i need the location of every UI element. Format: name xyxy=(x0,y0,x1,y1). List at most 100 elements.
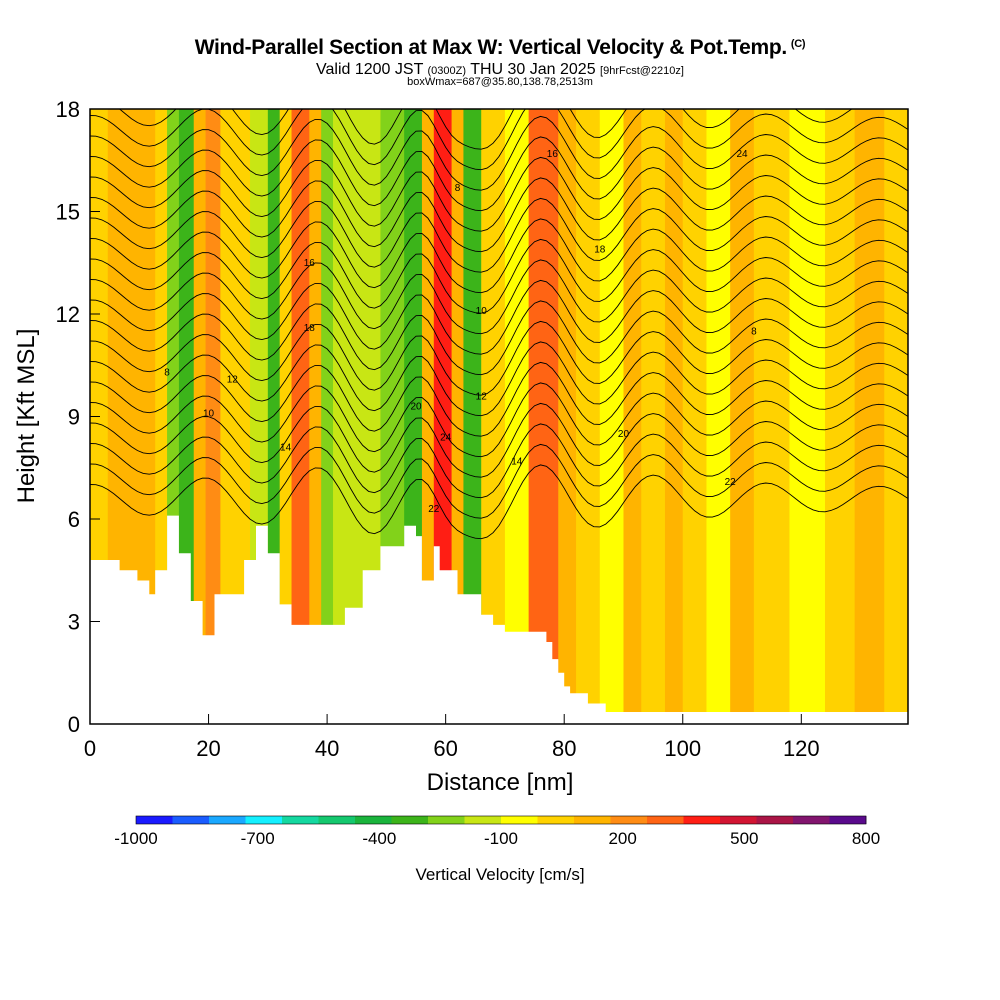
colorbar-swatch-13 xyxy=(610,816,648,824)
field-band-28 xyxy=(623,109,642,724)
colorbar-swatch-2 xyxy=(209,816,246,824)
theta-contour-5 xyxy=(90,361,908,437)
colorbar-swatch-4 xyxy=(282,816,319,824)
colorbar-frame xyxy=(135,815,867,825)
y-tick-label-2: 6 xyxy=(68,507,80,532)
theta-contour-12 xyxy=(90,218,908,294)
contour-label-14: 18 xyxy=(594,245,606,256)
colorbar-swatch-19 xyxy=(829,816,867,824)
theta-contour-14 xyxy=(90,177,908,253)
y-tick-label-5: 15 xyxy=(56,200,80,225)
contour-label-5: 18 xyxy=(304,323,316,334)
contour-label-16: 22 xyxy=(725,477,737,488)
x-tick-label-0: 0 xyxy=(84,736,96,761)
field-band-13 xyxy=(321,109,334,724)
contour-label-4: 16 xyxy=(304,258,316,269)
colorbar-swatch-18 xyxy=(793,816,830,824)
y-tick-label-6: 18 xyxy=(56,97,80,122)
colorbar-swatch-16 xyxy=(720,816,757,824)
valid-utc: (0300Z) xyxy=(427,65,467,77)
x-tick-label-2: 40 xyxy=(315,736,339,761)
contour-labels: 8 10 12 14 16 18 20 22 24 8 10 12 14 16 18 20 22 24 8 xyxy=(164,149,757,515)
colorbar-swatch-9 xyxy=(464,816,502,824)
contour-label-9: 8 xyxy=(455,183,461,194)
valid-time-line: Valid 1200 JST (0300Z) THU 30 Jan 2025 [… xyxy=(0,61,1000,79)
theta-contour-8 xyxy=(90,300,908,376)
field-band-26 xyxy=(576,109,601,724)
chart-title-text: Wind-Parallel Section at Max W: Vertical… xyxy=(194,36,788,59)
theta-contour-6 xyxy=(90,341,908,417)
colorbar-swatch-14 xyxy=(647,816,684,824)
x-tick-label-1: 20 xyxy=(196,736,220,761)
colorbar-swatch-17 xyxy=(756,816,794,824)
contour-label-7: 22 xyxy=(428,504,440,515)
field-band-36 xyxy=(825,109,856,724)
theta-contour-10 xyxy=(90,259,908,335)
colorbar-swatch-11 xyxy=(537,816,575,824)
box-info: boxWmax=687@35.80,138.78,2513m xyxy=(407,76,593,88)
contour-label-6: 20 xyxy=(410,402,422,413)
axes: 0 20 40 60 80 100 120 0 3 6 9 12 15 18 xyxy=(56,97,820,761)
terrain-shape xyxy=(90,515,908,724)
field-band-6 xyxy=(205,109,222,724)
theta-contour-16 xyxy=(90,136,908,212)
theta-contour-19 xyxy=(118,109,908,150)
theta-contours xyxy=(90,109,908,540)
colorbar-swatch-5 xyxy=(318,816,356,824)
colorbar-tick-label-3: -100 xyxy=(484,829,518,848)
theta-contour-9 xyxy=(90,279,908,355)
colorbar-tick-label-6: 800 xyxy=(852,829,880,848)
contour-label-1: 10 xyxy=(203,409,215,420)
colorbar-swatch-15 xyxy=(683,816,721,824)
field-band-25 xyxy=(558,109,577,724)
y-tick-label-0: 0 xyxy=(68,712,80,737)
x-tick-label-5: 100 xyxy=(664,736,701,761)
colorbar-label: Vertical Velocity [cm/s] xyxy=(415,865,584,884)
theta-contour-1 xyxy=(90,443,908,519)
theta-contour-2 xyxy=(90,423,908,499)
field-band-24 xyxy=(528,109,559,724)
field-band-10 xyxy=(279,109,293,724)
field-band-20 xyxy=(451,109,465,724)
theta-contour-3 xyxy=(90,402,908,478)
field-band-14 xyxy=(333,109,352,724)
colorbar-tick-label-1: -700 xyxy=(241,829,275,848)
x-axis-label: Distance [nm] xyxy=(427,769,574,796)
contour-label-3: 14 xyxy=(280,443,292,454)
forecast-info: [9hrFcst@2210z] xyxy=(600,65,684,77)
contour-label-11: 12 xyxy=(476,391,488,402)
valid-date: THU 30 Jan 2025 xyxy=(470,61,596,78)
y-tick-label-3: 9 xyxy=(68,405,80,430)
colorbar-swatch-10 xyxy=(501,816,538,824)
field-band-11 xyxy=(291,109,310,724)
field-band-5 xyxy=(193,109,207,724)
colorbar-swatch-1 xyxy=(172,816,210,824)
x-tick-label-4: 80 xyxy=(552,736,576,761)
contour-label-15: 20 xyxy=(618,429,630,440)
y-tick-label-1: 3 xyxy=(68,610,80,635)
contour-label-2: 12 xyxy=(227,374,239,385)
field-band-32 xyxy=(706,109,731,724)
field-band-33 xyxy=(730,109,755,724)
theta-contour-7 xyxy=(90,320,908,396)
colorbar-swatch-7 xyxy=(391,816,429,824)
colorbar-swatch-6 xyxy=(355,816,392,824)
valid-prefix: Valid 1200 JST xyxy=(316,61,424,78)
colorbar-swatch-3 xyxy=(245,816,283,824)
field-band-31 xyxy=(682,109,708,724)
contour-label-10: 10 xyxy=(476,306,488,317)
terrain xyxy=(90,515,908,724)
field-band-30 xyxy=(664,109,684,724)
theta-contour-0 xyxy=(90,464,908,540)
colorbar-tick-label-0: -1000 xyxy=(114,829,157,848)
chart-title: Wind-Parallel Section at Max W: Vertical… xyxy=(0,36,1000,60)
field-band-21 xyxy=(463,109,482,724)
y-axis-label: Height [Kft MSL] xyxy=(13,329,40,504)
theta-contour-4 xyxy=(90,382,908,458)
field-band-18 xyxy=(421,109,435,724)
field-band-37 xyxy=(854,109,885,724)
y-tick-label-4: 12 xyxy=(56,302,80,327)
contour-label-8: 24 xyxy=(440,432,452,443)
contour-label-0: 8 xyxy=(164,368,170,379)
